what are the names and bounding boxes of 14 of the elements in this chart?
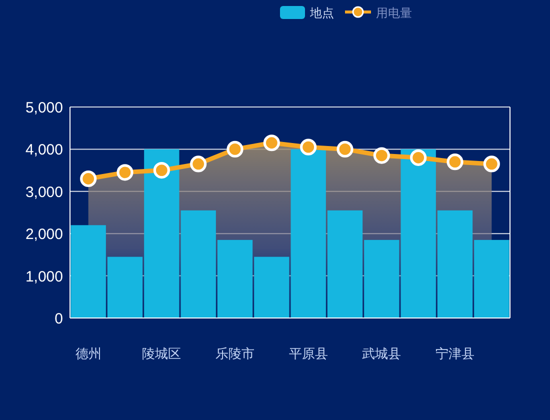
x-tick-label: 陵城区	[142, 346, 182, 361]
x-tick-label: 武城县	[362, 346, 402, 361]
y-tick-label: 3,000	[25, 184, 63, 201]
legend-label: 地点	[310, 6, 334, 20]
y-tick-label: 2,000	[25, 226, 63, 244]
x-tick-label: 平原县	[288, 346, 328, 361]
legend-label: 用电量	[376, 6, 412, 20]
y-tick-label: 0	[54, 310, 63, 328]
x-tick-label: 宁津县	[436, 346, 474, 361]
y-tick-label: 4,000	[25, 142, 63, 159]
y-tick-label: 1,000	[25, 268, 63, 286]
x-tick-label: 德州	[75, 346, 102, 361]
x-tick-label: 乐陵市	[216, 346, 254, 361]
y-tick-label: 5,000	[25, 100, 63, 116]
